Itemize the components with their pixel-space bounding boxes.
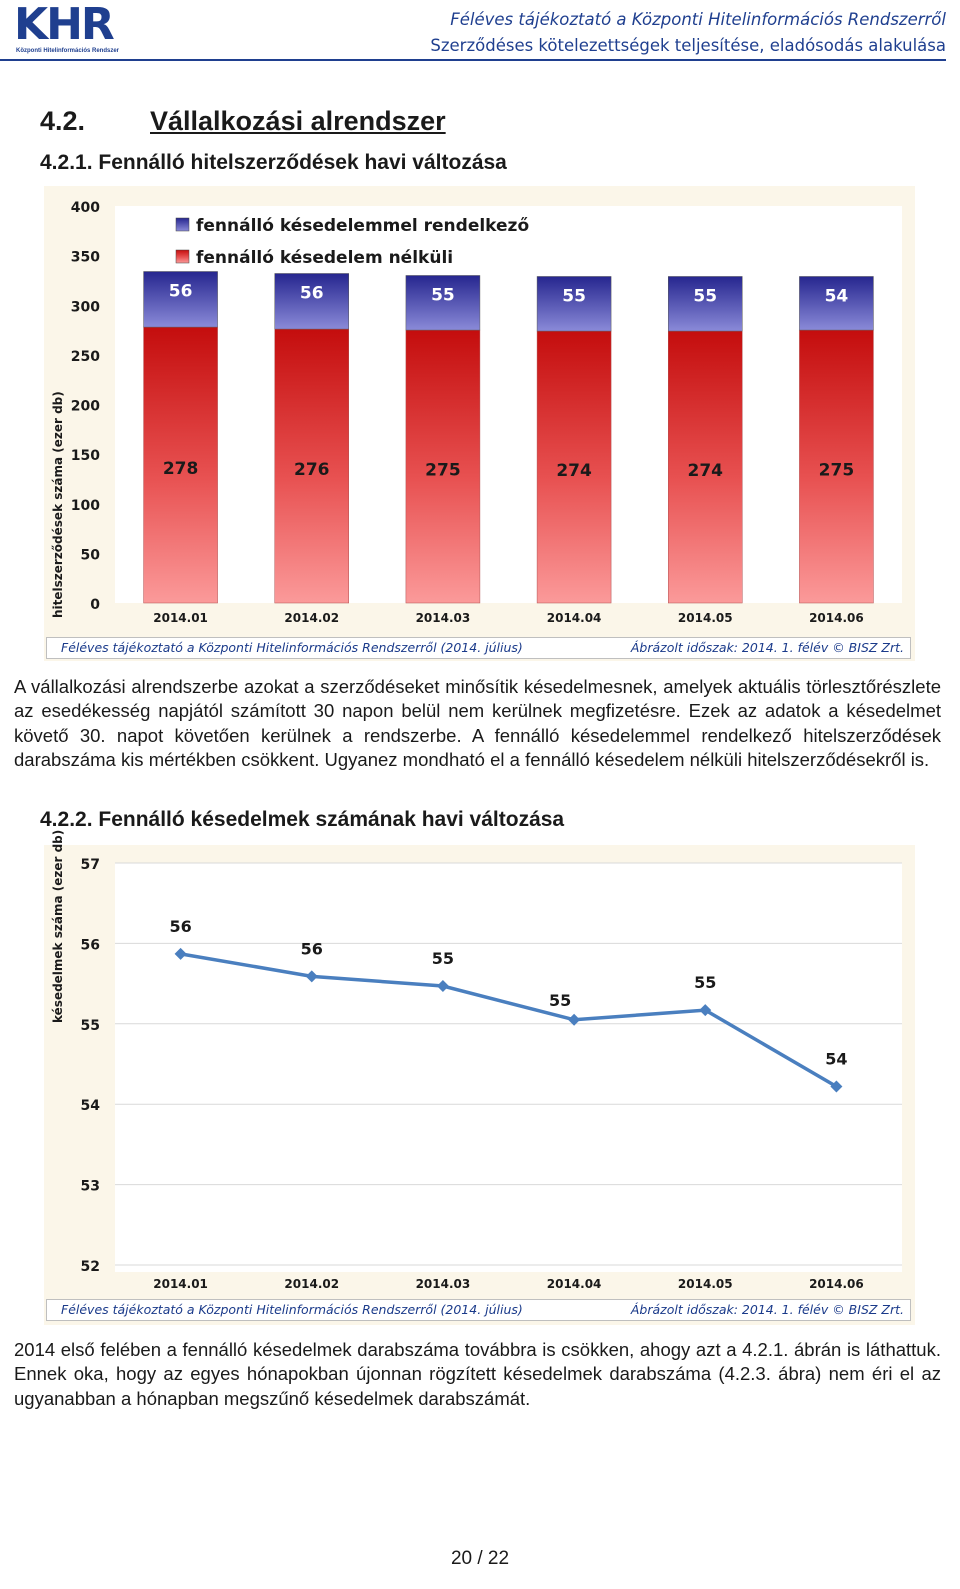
legend-swatch-late: [175, 217, 190, 232]
section-heading: 4.2. Vállalkozási alrendszer: [40, 106, 446, 137]
bar-nolate-value-label: 276: [294, 460, 330, 480]
bar-y-tick-label: 350: [71, 250, 100, 266]
bar-nolate: [536, 330, 612, 604]
chart1-footer-period: Ábrázolt időszak: 2014. 1. félév © BISZ …: [630, 640, 904, 655]
bar-plot-area: [115, 206, 902, 603]
line-point-marker: [699, 1004, 712, 1017]
chart2-footer: Féléves tájékoztató a Központi Hitelinfo…: [46, 1299, 911, 1321]
line-plot-area: [115, 863, 902, 1272]
legend-label-late: fennálló késedelemmel rendelkező: [196, 216, 529, 236]
bar-x-tick-label: 2014.04: [547, 611, 602, 625]
legend-label-nolate: fennálló késedelem nélküli: [196, 248, 453, 268]
chart1-footer: Féléves tájékoztató a Központi Hitelinfo…: [46, 637, 911, 659]
line-y-tick-label: 54: [81, 1098, 101, 1114]
header-subtitle: Szerződéses kötelezettségek teljesítése,…: [430, 36, 946, 55]
khr-logo: KHR Központi Hitelinformációs Rendszer: [14, 2, 124, 58]
line-y-tick-label: 56: [81, 937, 100, 953]
bar-late: [536, 276, 612, 332]
line-x-tick-label: 2014.01: [153, 1277, 208, 1291]
line-series: [180, 952, 838, 1089]
line-point-label: 55: [694, 973, 716, 992]
bar-late: [143, 271, 218, 328]
chart2-footer-period: Ábrázolt időszak: 2014. 1. félév © BISZ …: [630, 1302, 904, 1317]
bar-nolate: [274, 328, 349, 604]
subsection-heading-1: 4.2.1. Fennálló hitelszerződések havi vá…: [40, 151, 507, 174]
bar-x-tick-label: 2014.01: [153, 611, 208, 625]
bar-nolate-value-label: 278: [163, 459, 199, 479]
bar-late: [799, 276, 874, 331]
bar-late: [405, 275, 481, 331]
bar-nolate-value-label: 274: [556, 461, 592, 481]
bar-x-tick-label: 2014.02: [284, 611, 339, 625]
page-number: 20 / 22: [450, 1548, 510, 1569]
line-point-label: 56: [301, 939, 323, 958]
bar-late-value-label: 55: [431, 285, 455, 305]
legend-swatch-nolate: [175, 249, 190, 264]
bar-nolate: [143, 326, 218, 604]
chart2-footer-source: Féléves tájékoztató a Központi Hitelinfo…: [61, 1302, 523, 1317]
bar-late-value-label: 56: [169, 282, 193, 302]
bar-x-tick-label: 2014.06: [809, 611, 864, 625]
line-x-tick-label: 2014.06: [809, 1277, 864, 1291]
line-point-marker: [174, 947, 187, 960]
section-title: Vállalkozási alrendszer: [150, 106, 446, 136]
bar-nolate-value-label: 275: [425, 461, 461, 481]
line-point-label: 55: [432, 949, 454, 968]
logo-subtitle: Központi Hitelinformációs Rendszer: [16, 48, 120, 54]
bar-late-value-label: 54: [825, 286, 849, 306]
header-title: Féléves tájékoztató a Központi Hitelinfo…: [450, 10, 946, 29]
subsection-heading-2: 4.2.2. Fennálló késedelmek számának havi…: [40, 808, 565, 831]
line-point-marker: [568, 1013, 581, 1026]
paragraph-2: 2014 első felében a fennálló késedelmek …: [14, 1339, 941, 1409]
bar-late-value-label: 55: [562, 286, 586, 306]
bar-late: [274, 273, 349, 330]
line-y-tick-label: 53: [81, 1179, 100, 1195]
bar-y-tick-label: 200: [71, 399, 100, 415]
line-x-tick-label: 2014.05: [678, 1277, 733, 1291]
bar-y-tick-label: 100: [71, 498, 100, 514]
bar-nolate-value-label: 274: [688, 461, 724, 481]
line-point-marker: [305, 970, 318, 983]
bar-nolate: [668, 330, 743, 604]
bar-nolate: [405, 329, 481, 604]
bar-y-tick-label: 0: [90, 597, 100, 613]
line-y-tick-label: 55: [81, 1018, 100, 1034]
bar-y-tick-label: 150: [71, 448, 100, 464]
paragraph-1: A vállalkozási alrendszerbe azokat a sze…: [14, 676, 941, 770]
bar-x-tick-label: 2014.05: [678, 611, 733, 625]
line-x-tick-label: 2014.04: [547, 1277, 602, 1291]
line-point-label: 55: [549, 991, 571, 1010]
bar-nolate: [799, 329, 874, 604]
page-header: KHR Központi Hitelinformációs Rendszer F…: [0, 0, 960, 62]
line-point-marker: [830, 1080, 843, 1093]
bar-chart-svg: 0 50 100 150 200 250 300 350 400 278 56 2014.01 276 5…: [71, 200, 874, 625]
line-point-marker: [436, 980, 449, 993]
line-x-tick-label: 2014.02: [284, 1277, 339, 1291]
logo-text: KHR: [14, 0, 115, 50]
line-point-label: 56: [169, 917, 191, 936]
line-y-tick-label: 57: [81, 857, 100, 873]
chart1-footer-source: Féléves tájékoztató a Központi Hitelinfo…: [61, 640, 523, 655]
bar-late-value-label: 55: [693, 286, 717, 306]
bar-y-tick-label: 400: [71, 200, 100, 216]
line-chart: késedelmek száma (ezer db) 52 53 54 55 56 57 5…: [44, 830, 915, 1325]
bar-y-tick-label: 250: [71, 349, 100, 365]
line-chart-svg: 52 53 54 55 56 57 56 2014.01 56 2014.02 55 2014.03 5…: [81, 857, 902, 1291]
bar-x-tick-label: 2014.03: [416, 611, 471, 625]
bar-y-tick-label: 300: [71, 299, 100, 315]
bar-nolate-value-label: 275: [819, 461, 855, 481]
bar-late-value-label: 56: [300, 283, 324, 303]
stacked-bar-chart: hitelszerződések száma (ezer db) 0 50 100 1…: [44, 186, 915, 661]
line-y-tick-label: 52: [81, 1259, 100, 1275]
line-point-label: 54: [825, 1050, 847, 1069]
bar-late: [668, 276, 743, 332]
section-number: 4.2.: [40, 106, 86, 136]
bar-chart-legend: fennálló késedelemmel rendelkező fennáll…: [175, 216, 529, 268]
bar-y-tick-label: 50: [81, 547, 101, 563]
line-x-tick-label: 2014.03: [416, 1277, 471, 1291]
header-divider: [0, 59, 946, 61]
